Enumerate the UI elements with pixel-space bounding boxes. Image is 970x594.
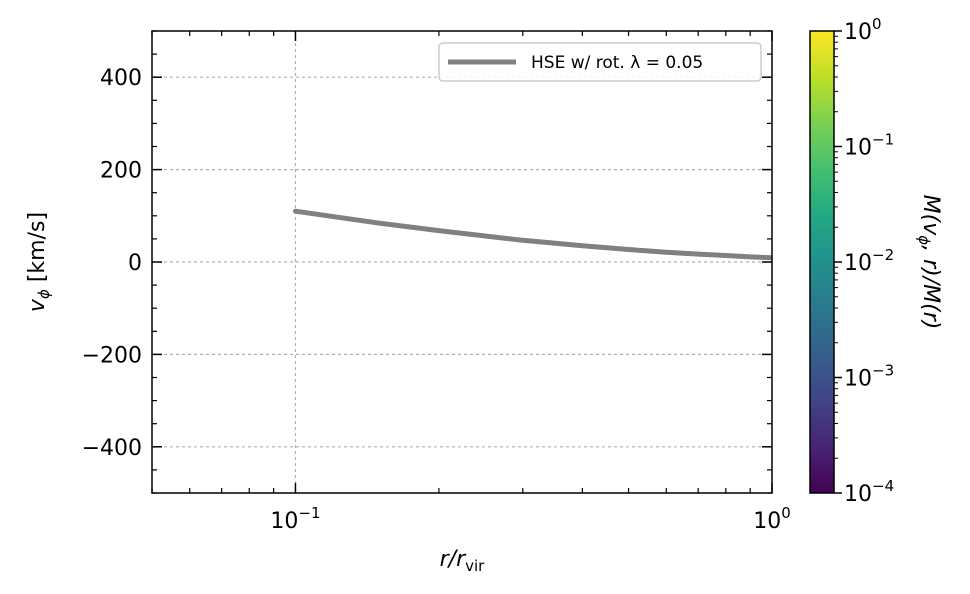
series-layer (293, 208, 772, 261)
grid (152, 31, 772, 493)
series-line (293, 208, 772, 261)
axis-ticks: 400 200 0 −200 −400 10−1 100 (82, 30, 791, 534)
y-tick-label: −200 (82, 343, 142, 368)
x-tick-label: 10−1 (270, 504, 320, 534)
colorbar: 100 10−1 10−2 10−3 10−4 M(vϕ, r)/M(r) (809, 15, 943, 507)
legend-label: HSE w/ rot. λ = 0.05 (531, 53, 703, 73)
legend: HSE w/ rot. λ = 0.05 (438, 42, 762, 82)
colorbar-tick-label: 10−3 (844, 362, 894, 392)
colorbar-tick-label: 100 (844, 15, 882, 45)
x-tick-label: 100 (753, 504, 791, 534)
colorbar-tick-label: 10−4 (844, 477, 894, 507)
colorbar-label: M(vϕ, r)/M(r) (915, 195, 943, 330)
y-tick-label: 200 (100, 159, 142, 184)
y-tick-label: 0 (128, 251, 142, 276)
legend-box (438, 42, 762, 82)
colorbar-ticks: 100 10−1 10−2 10−3 10−4 (834, 15, 894, 507)
colorbar-tick-label: 10−1 (844, 131, 894, 161)
y-tick-label: 400 (100, 66, 142, 91)
colorbar-tick-label: 10−2 (844, 246, 894, 276)
y-axis-label: vϕ [km/s] (25, 212, 53, 312)
x-axis-label: r/rvir (440, 547, 486, 575)
y-tick-label: −400 (82, 436, 142, 461)
colorbar-gradient (809, 30, 835, 494)
